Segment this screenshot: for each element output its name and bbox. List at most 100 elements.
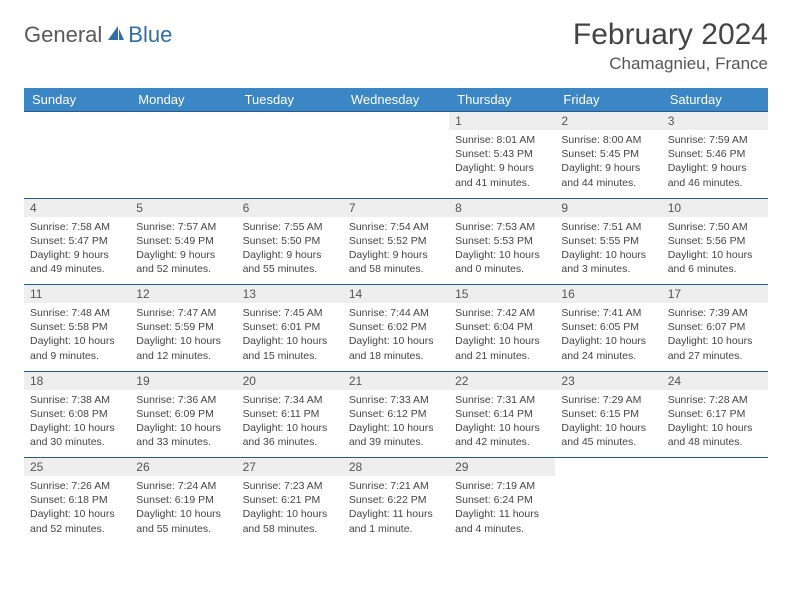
sun-times: Sunrise: 7:36 AMSunset: 6:09 PMDaylight:… <box>136 393 230 450</box>
sun-times: Sunrise: 7:31 AMSunset: 6:14 PMDaylight:… <box>455 393 549 450</box>
day-number-cell: 24 <box>662 371 768 390</box>
day-number-row: 18192021222324 <box>24 371 768 390</box>
sun-times: Sunrise: 7:26 AMSunset: 6:18 PMDaylight:… <box>30 479 124 536</box>
day-number-cell: 25 <box>24 458 130 477</box>
day-detail-cell: Sunrise: 7:45 AMSunset: 6:01 PMDaylight:… <box>237 303 343 371</box>
day-detail-cell: Sunrise: 8:00 AMSunset: 5:45 PMDaylight:… <box>555 130 661 198</box>
day-number-cell: 8 <box>449 198 555 217</box>
sun-times: Sunrise: 8:00 AMSunset: 5:45 PMDaylight:… <box>561 133 655 190</box>
weekday-header: Thursday <box>449 88 555 112</box>
header: General Blue February 2024 Chamagnieu, F… <box>24 18 768 74</box>
day-detail-cell: Sunrise: 7:34 AMSunset: 6:11 PMDaylight:… <box>237 390 343 458</box>
day-detail-cell: Sunrise: 7:36 AMSunset: 6:09 PMDaylight:… <box>130 390 236 458</box>
day-detail-cell: Sunrise: 7:28 AMSunset: 6:17 PMDaylight:… <box>662 390 768 458</box>
day-number-cell: 13 <box>237 285 343 304</box>
day-detail-cell <box>130 130 236 198</box>
day-number-row: 123 <box>24 112 768 131</box>
sun-times: Sunrise: 7:24 AMSunset: 6:19 PMDaylight:… <box>136 479 230 536</box>
sun-times: Sunrise: 7:55 AMSunset: 5:50 PMDaylight:… <box>243 220 337 277</box>
day-detail-cell: Sunrise: 7:21 AMSunset: 6:22 PMDaylight:… <box>343 476 449 544</box>
day-detail-cell: Sunrise: 7:26 AMSunset: 6:18 PMDaylight:… <box>24 476 130 544</box>
day-number-cell: 14 <box>343 285 449 304</box>
day-number-cell: 7 <box>343 198 449 217</box>
day-detail-cell: Sunrise: 7:55 AMSunset: 5:50 PMDaylight:… <box>237 217 343 285</box>
day-number-row: 2526272829 <box>24 458 768 477</box>
day-number-cell: 28 <box>343 458 449 477</box>
day-detail-row: Sunrise: 7:38 AMSunset: 6:08 PMDaylight:… <box>24 390 768 458</box>
sun-times: Sunrise: 7:51 AMSunset: 5:55 PMDaylight:… <box>561 220 655 277</box>
day-detail-cell: Sunrise: 7:23 AMSunset: 6:21 PMDaylight:… <box>237 476 343 544</box>
sun-times: Sunrise: 7:38 AMSunset: 6:08 PMDaylight:… <box>30 393 124 450</box>
brand-sail-icon <box>106 24 126 47</box>
day-number-cell: 9 <box>555 198 661 217</box>
day-number-cell: 27 <box>237 458 343 477</box>
day-detail-cell: Sunrise: 7:58 AMSunset: 5:47 PMDaylight:… <box>24 217 130 285</box>
day-detail-cell: Sunrise: 7:59 AMSunset: 5:46 PMDaylight:… <box>662 130 768 198</box>
day-number-cell: 3 <box>662 112 768 131</box>
day-detail-row: Sunrise: 7:26 AMSunset: 6:18 PMDaylight:… <box>24 476 768 544</box>
day-detail-cell <box>24 130 130 198</box>
day-detail-cell: Sunrise: 7:57 AMSunset: 5:49 PMDaylight:… <box>130 217 236 285</box>
day-number-cell <box>237 112 343 131</box>
day-number-cell: 21 <box>343 371 449 390</box>
day-detail-cell: Sunrise: 7:51 AMSunset: 5:55 PMDaylight:… <box>555 217 661 285</box>
weekday-header: Wednesday <box>343 88 449 112</box>
title-block: February 2024 Chamagnieu, France <box>573 18 768 74</box>
day-detail-cell: Sunrise: 7:47 AMSunset: 5:59 PMDaylight:… <box>130 303 236 371</box>
day-detail-cell: Sunrise: 7:19 AMSunset: 6:24 PMDaylight:… <box>449 476 555 544</box>
day-number-cell <box>343 112 449 131</box>
day-detail-cell <box>662 476 768 544</box>
day-detail-cell: Sunrise: 7:54 AMSunset: 5:52 PMDaylight:… <box>343 217 449 285</box>
day-detail-cell: Sunrise: 7:44 AMSunset: 6:02 PMDaylight:… <box>343 303 449 371</box>
weekday-header: Saturday <box>662 88 768 112</box>
day-number-row: 11121314151617 <box>24 285 768 304</box>
day-number-cell: 6 <box>237 198 343 217</box>
day-number-cell: 4 <box>24 198 130 217</box>
day-detail-cell: Sunrise: 7:50 AMSunset: 5:56 PMDaylight:… <box>662 217 768 285</box>
sun-times: Sunrise: 7:39 AMSunset: 6:07 PMDaylight:… <box>668 306 762 363</box>
sun-times: Sunrise: 7:44 AMSunset: 6:02 PMDaylight:… <box>349 306 443 363</box>
day-detail-cell <box>237 130 343 198</box>
day-detail-cell: Sunrise: 7:24 AMSunset: 6:19 PMDaylight:… <box>130 476 236 544</box>
day-detail-cell: Sunrise: 7:33 AMSunset: 6:12 PMDaylight:… <box>343 390 449 458</box>
day-number-cell: 16 <box>555 285 661 304</box>
sun-times: Sunrise: 7:48 AMSunset: 5:58 PMDaylight:… <box>30 306 124 363</box>
day-detail-cell: Sunrise: 7:31 AMSunset: 6:14 PMDaylight:… <box>449 390 555 458</box>
day-number-cell: 17 <box>662 285 768 304</box>
day-number-cell: 12 <box>130 285 236 304</box>
day-detail-cell: Sunrise: 7:41 AMSunset: 6:05 PMDaylight:… <box>555 303 661 371</box>
day-number-cell: 29 <box>449 458 555 477</box>
day-number-row: 45678910 <box>24 198 768 217</box>
sun-times: Sunrise: 7:54 AMSunset: 5:52 PMDaylight:… <box>349 220 443 277</box>
brand-logo: General Blue <box>24 22 172 48</box>
day-number-cell: 22 <box>449 371 555 390</box>
calendar-table: SundayMondayTuesdayWednesdayThursdayFrid… <box>24 88 768 544</box>
brand-text-1: General <box>24 22 102 48</box>
sun-times: Sunrise: 7:42 AMSunset: 6:04 PMDaylight:… <box>455 306 549 363</box>
day-detail-cell: Sunrise: 7:42 AMSunset: 6:04 PMDaylight:… <box>449 303 555 371</box>
day-detail-row: Sunrise: 7:48 AMSunset: 5:58 PMDaylight:… <box>24 303 768 371</box>
brand-text-2: Blue <box>128 22 172 48</box>
day-detail-cell: Sunrise: 7:53 AMSunset: 5:53 PMDaylight:… <box>449 217 555 285</box>
weekday-header-row: SundayMondayTuesdayWednesdayThursdayFrid… <box>24 88 768 112</box>
day-number-cell: 1 <box>449 112 555 131</box>
day-detail-cell: Sunrise: 7:29 AMSunset: 6:15 PMDaylight:… <box>555 390 661 458</box>
day-number-cell <box>662 458 768 477</box>
weekday-header: Monday <box>130 88 236 112</box>
weekday-header: Tuesday <box>237 88 343 112</box>
sun-times: Sunrise: 7:19 AMSunset: 6:24 PMDaylight:… <box>455 479 549 536</box>
day-detail-row: Sunrise: 7:58 AMSunset: 5:47 PMDaylight:… <box>24 217 768 285</box>
sun-times: Sunrise: 7:53 AMSunset: 5:53 PMDaylight:… <box>455 220 549 277</box>
day-detail-cell: Sunrise: 7:39 AMSunset: 6:07 PMDaylight:… <box>662 303 768 371</box>
sun-times: Sunrise: 7:47 AMSunset: 5:59 PMDaylight:… <box>136 306 230 363</box>
sun-times: Sunrise: 8:01 AMSunset: 5:43 PMDaylight:… <box>455 133 549 190</box>
calendar-body: 123Sunrise: 8:01 AMSunset: 5:43 PMDaylig… <box>24 112 768 545</box>
day-number-cell: 20 <box>237 371 343 390</box>
day-detail-cell: Sunrise: 7:48 AMSunset: 5:58 PMDaylight:… <box>24 303 130 371</box>
day-number-cell: 15 <box>449 285 555 304</box>
sun-times: Sunrise: 7:58 AMSunset: 5:47 PMDaylight:… <box>30 220 124 277</box>
month-title: February 2024 <box>573 18 768 52</box>
sun-times: Sunrise: 7:29 AMSunset: 6:15 PMDaylight:… <box>561 393 655 450</box>
day-number-cell: 11 <box>24 285 130 304</box>
day-detail-cell: Sunrise: 7:38 AMSunset: 6:08 PMDaylight:… <box>24 390 130 458</box>
